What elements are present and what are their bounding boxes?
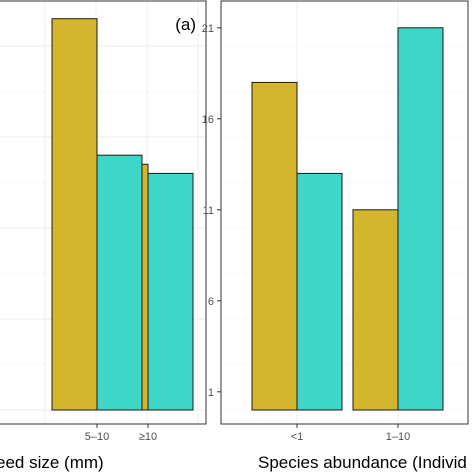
bar-1-s2-c2: [96, 154, 143, 411]
plot-area-2: [221, 1, 468, 424]
y-tick-label: 1: [208, 387, 214, 399]
panel-border: [220, 0, 469, 425]
y-tick-label: 16: [202, 114, 214, 126]
x-tick-label: 5–10: [85, 431, 109, 443]
bar-1-s2-c3: [147, 172, 194, 411]
bar-2-s1-c2: [352, 209, 399, 411]
panel-a: 5–10 ≥10 eed size (mm) (a): [0, 0, 207, 472]
bar-2-s1-c1: [251, 81, 298, 411]
x-axis-title: eed size (mm): [0, 453, 104, 472]
bar-1-s1-c2: [51, 18, 98, 411]
bar-2-s2-c2: [397, 27, 444, 411]
y-tick-label: 11: [203, 205, 214, 217]
x-tick-label: <1: [291, 431, 304, 443]
plot-area-1: [0, 1, 206, 424]
panel-border: [0, 0, 207, 425]
x-tick-label: 1–10: [386, 431, 410, 443]
x-tick-label: ≥10: [139, 431, 157, 443]
bar-2-s2-c1: [296, 172, 343, 411]
y-tick-label: 21: [202, 23, 214, 35]
x-axis-title: Species abundance (Individ: [258, 453, 467, 472]
panel-label: (a): [175, 15, 196, 34]
y-tick-label: 6: [208, 296, 214, 308]
